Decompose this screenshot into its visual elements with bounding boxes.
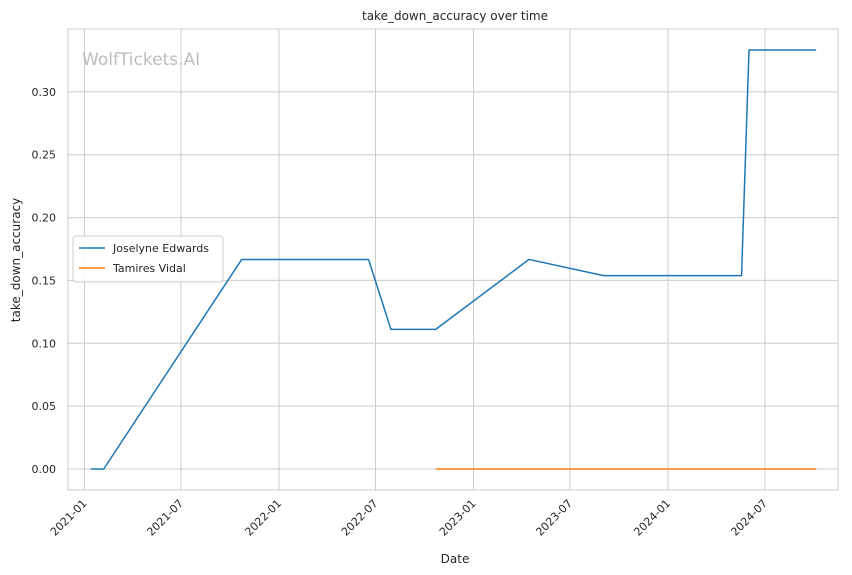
y-tick-label: 0.00 (32, 463, 57, 476)
legend: Joselyne Edwards Tamires Vidal (72, 235, 224, 283)
x-tick-label: 2023-01 (437, 497, 479, 539)
y-tick-label: 0.05 (32, 400, 57, 413)
y-tick-label: 0.20 (32, 212, 57, 225)
series-lines (90, 49, 817, 470)
legend-label-0: Joselyne Edwards (112, 242, 209, 255)
y-axis-label: take_down_accuracy (9, 198, 23, 322)
y-axis-ticks: 0.00 0.05 0.10 0.15 0.20 0.25 0.30 (32, 86, 57, 476)
x-axis-ticks: 2021-01 2021-07 2022-01 2022-07 2023-01 2023-… (48, 497, 770, 539)
x-tick-label: 2023-07 (533, 497, 575, 539)
y-tick-label: 0.15 (32, 274, 57, 287)
watermark-text: WolfTickets.AI (82, 50, 200, 70)
y-tick-label: 0.30 (32, 86, 57, 99)
plot-frame (67, 28, 839, 491)
y-tick-label: 0.25 (32, 149, 57, 162)
x-tick-label: 2022-01 (242, 497, 284, 539)
chart-title: take_down_accuracy over time (362, 9, 548, 23)
x-axis-label: Date (441, 552, 470, 566)
legend-box (72, 235, 224, 283)
x-tick-label: 2024-07 (728, 497, 770, 539)
series-line-0 (90, 49, 817, 470)
x-tick-label: 2022-07 (339, 497, 381, 539)
x-tick-label: 2021-07 (144, 497, 186, 539)
y-tick-label: 0.10 (32, 337, 57, 350)
x-tick-label: 2021-01 (48, 497, 90, 539)
x-tick-label: 2024-01 (631, 497, 673, 539)
legend-label-1: Tamires Vidal (112, 262, 186, 275)
